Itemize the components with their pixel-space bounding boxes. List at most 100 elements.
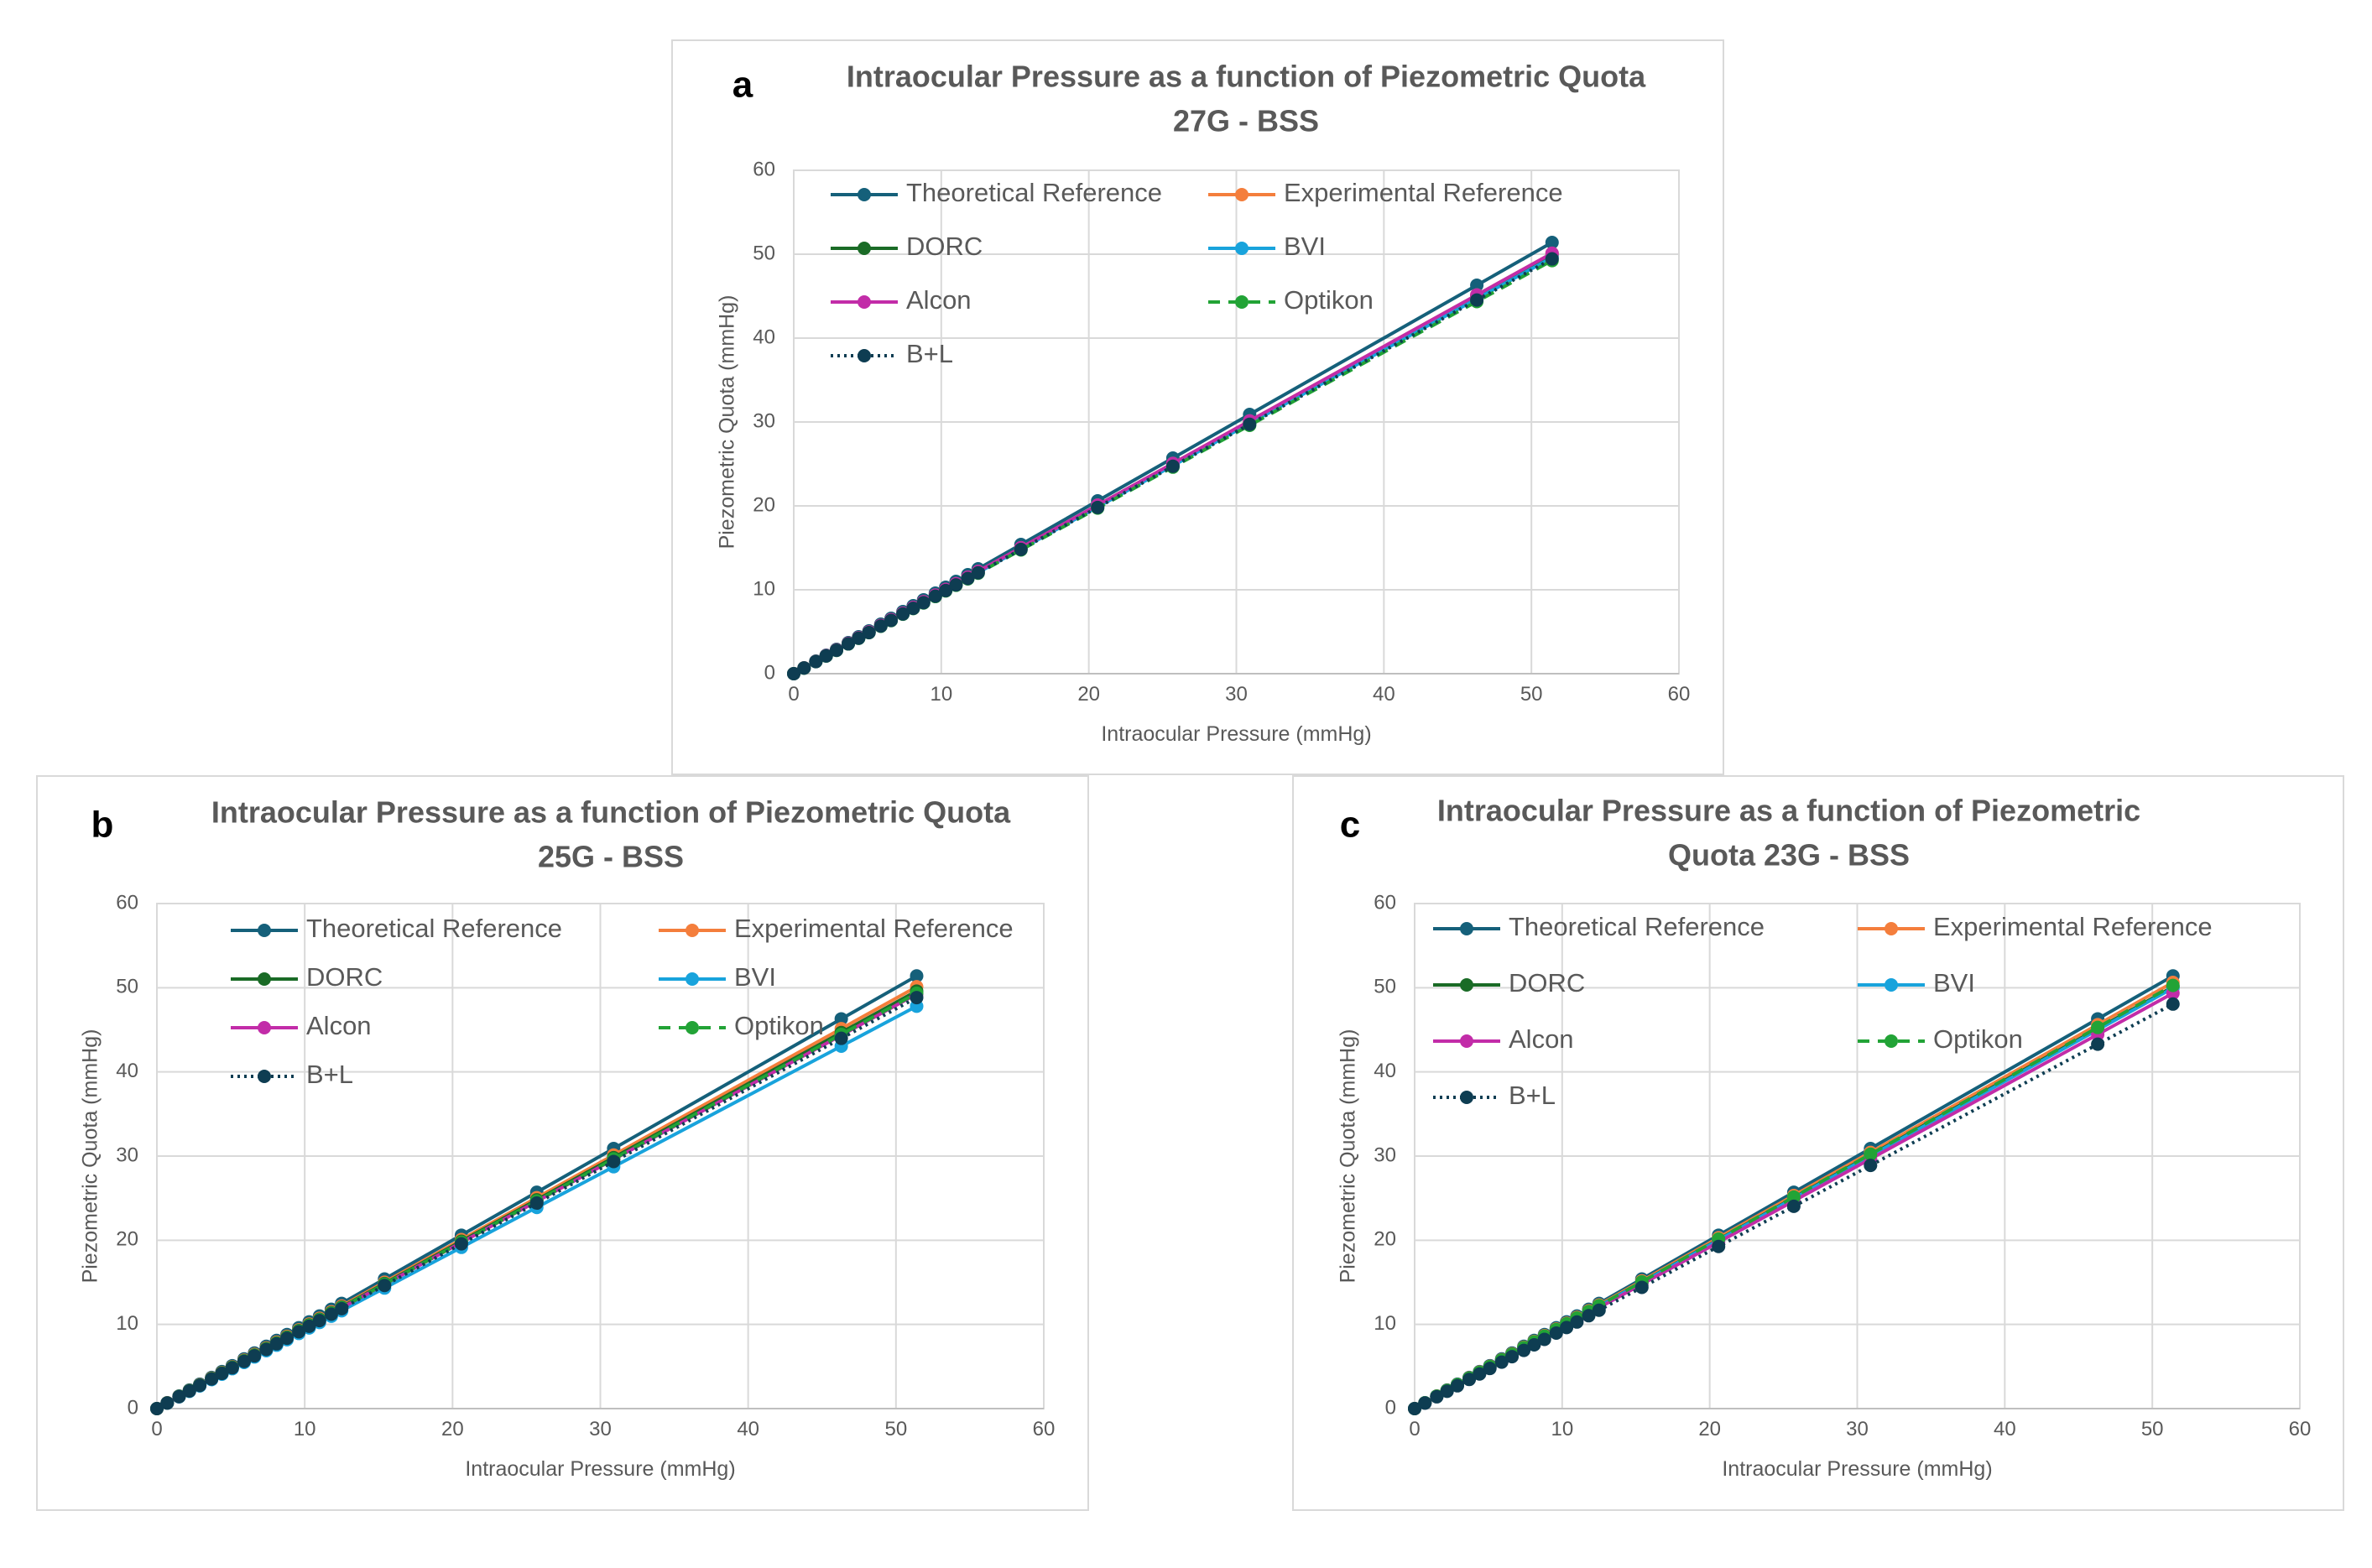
data-point-6 [809, 654, 823, 669]
legend-label: Optikon [1284, 285, 1374, 315]
x-tick-label: 30 [1846, 1418, 1869, 1440]
data-point-6 [1864, 1159, 1878, 1173]
legend-label: Experimental Reference [734, 914, 1014, 943]
data-point-6 [335, 1301, 349, 1315]
legend-swatch-marker [1460, 922, 1473, 935]
data-point-6 [269, 1336, 284, 1351]
data-point-6 [259, 1342, 274, 1357]
data-point-6 [182, 1384, 196, 1399]
y-tick-label: 30 [753, 409, 775, 432]
data-point-6 [1582, 1309, 1596, 1323]
data-point-0 [834, 1012, 848, 1026]
data-point-6 [1712, 1239, 1726, 1253]
legend-swatch-marker [258, 1021, 271, 1034]
y-tick-label: 40 [1374, 1060, 1396, 1082]
data-point-6 [1450, 1378, 1464, 1393]
legend-label: Alcon [906, 285, 972, 315]
x-tick-label: 10 [1551, 1418, 1573, 1440]
y-tick-label: 0 [1385, 1396, 1396, 1419]
legend-label: Alcon [306, 1011, 372, 1040]
chart-svg-b: b Intraocular Pressure as a function of P… [79, 795, 1056, 1481]
data-point-6 [1243, 417, 1257, 431]
data-point-6 [896, 607, 910, 621]
data-point-6 [819, 649, 833, 663]
data-point-6 [1505, 1350, 1520, 1364]
x-tick-label: 60 [1033, 1418, 1056, 1440]
panel-label: c [1340, 805, 1360, 846]
legend-swatch-marker [686, 972, 699, 986]
x-tick-label: 50 [884, 1418, 907, 1440]
data-point-6 [961, 571, 975, 586]
data-point-6 [302, 1319, 316, 1333]
chart-title-line-2: Quota 23G - BSS [1668, 838, 1910, 873]
panel-label: a [732, 65, 753, 106]
legend-label: BVI [1284, 232, 1326, 261]
data-point-5 [2091, 1020, 2105, 1034]
data-point-6 [150, 1402, 164, 1415]
x-tick-label: 20 [1698, 1418, 1721, 1440]
y-axis-title: Piezometric Quota (mmHg) [716, 295, 739, 550]
data-point-6 [1545, 252, 1559, 266]
data-point-6 [607, 1154, 621, 1169]
data-point-6 [1549, 1326, 1563, 1340]
data-point-6 [1560, 1321, 1574, 1335]
legend-swatch-marker [686, 1021, 699, 1034]
legend-swatch-marker [1885, 978, 1898, 992]
data-point-6 [906, 602, 920, 616]
legend-label: BVI [1933, 968, 1975, 998]
y-tick-label: 20 [116, 1228, 138, 1251]
legend-label: Theoretical Reference [1509, 912, 1765, 941]
data-point-6 [1494, 1355, 1509, 1369]
data-point-6 [1014, 542, 1028, 556]
data-point-6 [862, 625, 876, 639]
y-tick-label: 60 [1374, 891, 1396, 914]
x-tick-label: 50 [2141, 1418, 2164, 1440]
x-tick-label: 0 [1409, 1418, 1420, 1440]
legend-swatch-marker [258, 972, 271, 986]
legend-swatch-marker [1885, 922, 1898, 935]
legend-label: Experimental Reference [1933, 912, 2213, 941]
legend-swatch-marker [686, 924, 699, 937]
chart-svg-c: c Intraocular Pressure as a function of P… [1337, 794, 2312, 1481]
data-point-6 [949, 578, 963, 592]
y-tick-label: 50 [1374, 976, 1396, 998]
data-point-6 [842, 637, 856, 651]
x-tick-label: 30 [1225, 683, 1248, 706]
data-point-5 [2166, 978, 2180, 992]
data-point-0 [1545, 236, 1559, 249]
chart-svg-a: a Intraocular Pressure as a function of P… [716, 60, 1691, 746]
legend-label: DORC [1509, 968, 1585, 998]
y-tick-label: 40 [116, 1060, 138, 1082]
data-point-6 [2091, 1037, 2105, 1051]
x-tick-label: 40 [1373, 683, 1395, 706]
y-tick-label: 0 [128, 1396, 138, 1419]
data-point-6 [928, 589, 942, 603]
data-point-6 [248, 1349, 262, 1363]
chart-title-line-1: Intraocular Pressure as a function of Pi… [211, 795, 1011, 830]
data-point-6 [939, 583, 953, 597]
x-axis-title: Intraocular Pressure (mmHg) [1722, 1457, 1992, 1481]
legend-label: Theoretical Reference [906, 178, 1162, 207]
data-point-6 [454, 1237, 468, 1251]
legend-swatch-marker [858, 188, 871, 201]
legend-label: Alcon [1509, 1024, 1574, 1054]
y-tick-label: 10 [753, 577, 775, 600]
x-tick-label: 30 [589, 1418, 612, 1440]
data-point-6 [829, 643, 843, 658]
legend-swatch-marker [1235, 188, 1249, 201]
data-point-6 [378, 1279, 392, 1293]
data-point-6 [1473, 1367, 1487, 1381]
data-point-6 [910, 991, 924, 1005]
legend-swatch-marker [1460, 1091, 1473, 1104]
legend-label: Optikon [734, 1011, 824, 1040]
x-tick-label: 40 [1994, 1418, 2016, 1440]
y-tick-label: 0 [764, 661, 775, 684]
data-point-6 [1462, 1373, 1477, 1387]
legend-label: B+L [906, 339, 953, 368]
legend-label: DORC [906, 232, 983, 261]
legend-swatch-marker [258, 1070, 271, 1083]
data-point-6 [1570, 1315, 1584, 1329]
legend-label: Theoretical Reference [306, 914, 562, 943]
y-tick-label: 20 [1374, 1228, 1396, 1251]
x-tick-label: 60 [2289, 1418, 2312, 1440]
